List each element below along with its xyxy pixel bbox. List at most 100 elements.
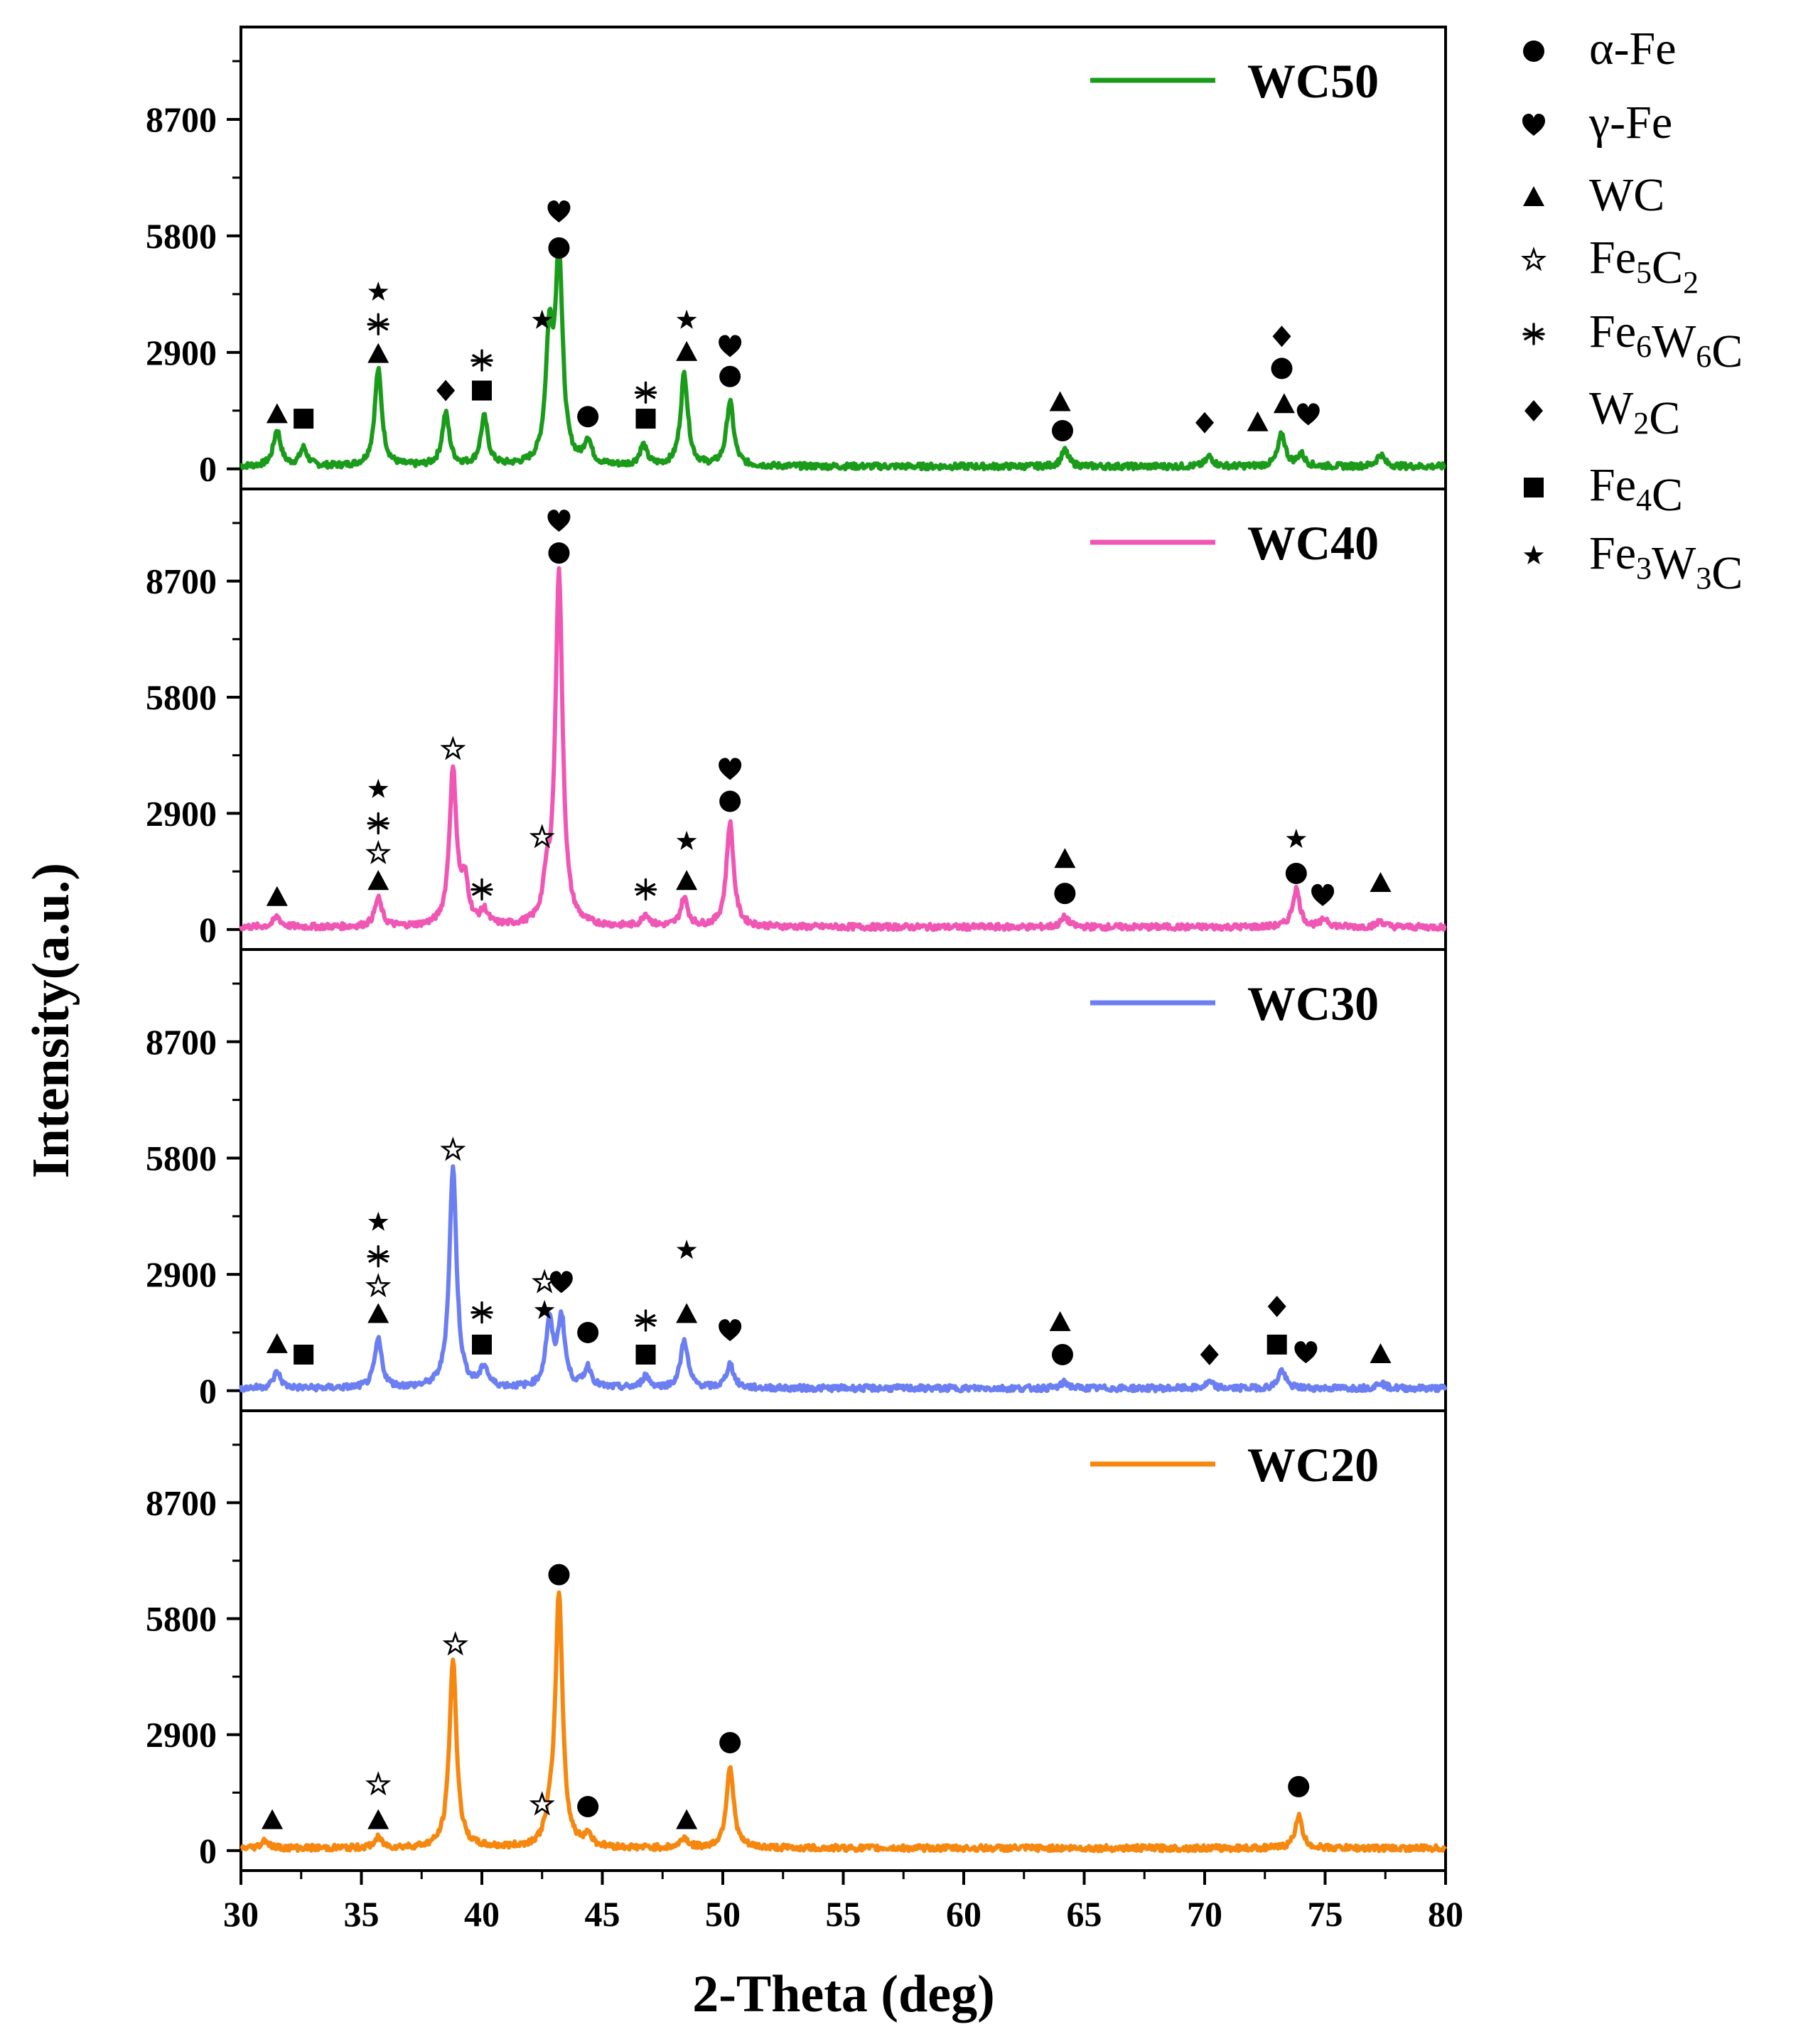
phase-marker-diamond — [1200, 1343, 1219, 1365]
phase-marker-asterisk — [634, 381, 657, 404]
phase-marker-triangle — [266, 403, 288, 424]
phase-legend-heart-icon — [1522, 114, 1545, 136]
phase-legend-star-filled-icon — [1523, 545, 1544, 565]
series-line-wc30 — [239, 1164, 1448, 1394]
phase-legend-item: Fe5C2 — [1522, 232, 1699, 300]
phase-marker-diamond — [1267, 1296, 1286, 1318]
y-tick-label: 8700 — [146, 1483, 217, 1522]
phase-marker-star-filled — [367, 281, 389, 301]
phase-marker-heart — [1296, 403, 1320, 426]
phase-legend-item: Fe6W6C — [1522, 306, 1743, 377]
phase-marker-circle — [719, 790, 741, 812]
phase-legend-label: WC — [1589, 169, 1664, 221]
panel-wc30: 0 2900 5800 8700 WC30 — [146, 948, 1448, 1412]
phase-marker-star-open — [444, 1632, 467, 1655]
x-tick-label: 50 — [705, 1894, 741, 1934]
y-tick-label: 8700 — [146, 561, 217, 601]
phase-legend-item: W2C — [1524, 382, 1680, 444]
phase-marker-triangle — [367, 1809, 389, 1829]
y-tick-label: 2900 — [146, 1715, 217, 1755]
phase-legend-label: Fe3W3C — [1589, 527, 1743, 599]
phase-marker-triangle — [1054, 848, 1076, 868]
phase-marker-asterisk — [367, 812, 389, 835]
phase-marker-triangle — [1049, 391, 1071, 412]
phase-legend-item: α-Fe — [1523, 23, 1677, 75]
phase-marker-asterisk — [470, 349, 493, 372]
phase-marker-triangle — [1049, 1311, 1071, 1331]
phase-marker-circle — [548, 1564, 570, 1586]
phase-marker-diamond — [436, 380, 456, 402]
phase-marker-star-filled — [1286, 829, 1307, 849]
phase-marker-circle — [1054, 883, 1076, 905]
phase-marker-heart — [547, 200, 571, 222]
panel-legend-label: WC20 — [1247, 1438, 1379, 1492]
phase-marker-triangle — [676, 870, 698, 891]
y-tick-label: 2900 — [146, 793, 217, 833]
phase-legend-label: α-Fe — [1589, 23, 1677, 75]
series-line-wc50 — [240, 240, 1447, 472]
phase-marker-circle — [577, 406, 599, 428]
phase-marker-circle — [1051, 1343, 1073, 1365]
y-tick-label: 5800 — [146, 677, 217, 717]
y-tick-label: 8700 — [146, 1022, 217, 1062]
y-axis-title: Intensity(a.u.) — [22, 863, 80, 1178]
phase-legend-item: Fe3W3C — [1523, 527, 1743, 599]
phase-marker-star-filled — [676, 309, 697, 329]
phase-marker-circle — [577, 1795, 599, 1817]
phase-legend-star-open-icon — [1522, 248, 1545, 270]
phase-legend-circle-icon — [1523, 41, 1544, 62]
x-tick-label: 60 — [946, 1894, 981, 1934]
phase-marker-heart — [719, 758, 742, 780]
y-tick-label: 0 — [199, 1831, 217, 1871]
phase-marker-square — [472, 1334, 492, 1355]
x-tick-label: 55 — [826, 1894, 861, 1934]
phase-marker-square — [1266, 1334, 1287, 1355]
phase-marker-circle — [577, 1321, 599, 1343]
y-tick-label: 0 — [199, 910, 217, 950]
y-tick-label: 2900 — [146, 1254, 217, 1294]
phase-marker-heart — [547, 510, 571, 532]
phase-marker-square — [472, 380, 492, 401]
phase-marker-square — [294, 1344, 314, 1365]
phase-marker-heart — [719, 1319, 742, 1342]
phase-marker-triangle — [367, 870, 389, 891]
phase-marker-circle — [1285, 862, 1307, 884]
x-tick-label: 40 — [464, 1894, 500, 1934]
x-tick-label: 35 — [344, 1894, 380, 1934]
phase-legend-label: Fe5C2 — [1589, 232, 1699, 300]
x-tick-label: 30 — [223, 1894, 259, 1934]
phase-marker-triangle — [367, 1303, 389, 1323]
phase-marker-star-filled — [367, 778, 389, 798]
phase-legend-label: Fe6W6C — [1589, 306, 1743, 377]
phase-marker-heart — [719, 335, 742, 357]
panel-legend-label: WC30 — [1247, 977, 1379, 1031]
phase-marker-star-open — [367, 1274, 389, 1296]
panel-wc40: 0 2900 5800 8700 WC40 — [146, 488, 1447, 951]
phase-marker-circle — [1051, 420, 1073, 442]
y-tick-label: 5800 — [146, 216, 217, 256]
phase-marker-triangle — [1273, 393, 1295, 414]
phase-legend-asterisk-icon — [1522, 323, 1545, 345]
phase-marker-star-filled — [367, 1211, 389, 1231]
series-line-wc20 — [240, 1590, 1448, 1854]
phase-marker-asterisk — [367, 1245, 389, 1268]
phase-legend-item: γ-Fe — [1522, 97, 1672, 149]
panel-legend-label: WC40 — [1247, 516, 1379, 570]
phase-marker-triangle — [676, 340, 698, 361]
phase-marker-star-open — [441, 1138, 464, 1160]
panel-wc50: 0 2900 5800 8700 WC50 — [146, 26, 1447, 490]
phase-marker-asterisk — [367, 313, 389, 335]
y-tick-label: 0 — [199, 449, 217, 489]
phase-marker-square — [294, 409, 314, 429]
phase-marker-star-filled — [676, 830, 697, 850]
phase-marker-triangle — [262, 1809, 284, 1829]
phase-marker-star-open — [367, 841, 389, 864]
phase-marker-diamond — [1272, 326, 1291, 348]
phase-legend-item: Fe4C — [1524, 459, 1683, 521]
phase-legend-label: γ-Fe — [1588, 97, 1672, 149]
phase-marker-triangle — [266, 1333, 288, 1353]
phase-marker-triangle — [1370, 872, 1392, 893]
phase-marker-circle — [719, 1731, 741, 1753]
